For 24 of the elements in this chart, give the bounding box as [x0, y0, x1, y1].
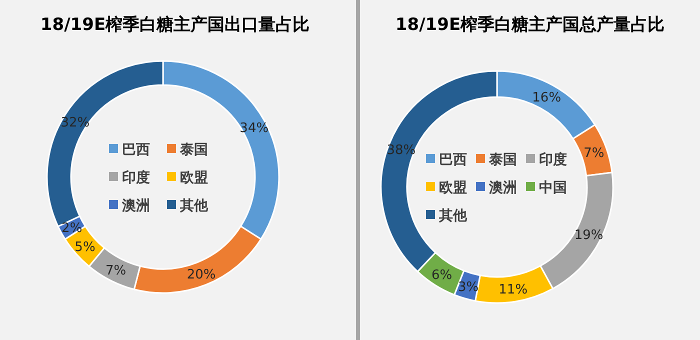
data-label: 5%	[74, 240, 96, 255]
legend-label: 欧盟	[439, 180, 467, 196]
data-label: 11%	[498, 282, 528, 298]
legend-label: 巴西	[439, 152, 467, 168]
data-label: 7%	[584, 146, 604, 162]
legend-label: 泰国	[179, 142, 208, 158]
legend-label: 澳洲	[121, 198, 150, 214]
legend-label: 巴西	[122, 142, 150, 158]
legend-label: 其他	[438, 208, 468, 224]
chart-title: 18/19E榨季白糖主产国出口量占比	[40, 15, 310, 35]
data-label: 16%	[532, 90, 562, 106]
legend-label: 欧盟	[180, 170, 208, 186]
legend-label: 其他	[179, 198, 209, 214]
chart-title: 18/19E榨季白糖主产国总产量占比	[395, 15, 665, 35]
data-label: 20%	[186, 268, 216, 283]
data-label: 2%	[62, 221, 82, 236]
legend-label: 印度	[539, 151, 567, 168]
data-label: 6%	[431, 268, 452, 283]
legend-label: 泰国	[488, 152, 517, 168]
legend-label: 中国	[539, 180, 567, 196]
legend-label: 澳洲	[488, 180, 517, 196]
data-label: 7%	[105, 264, 126, 279]
data-label: 19%	[574, 228, 604, 243]
legend-label: 印度	[122, 169, 150, 186]
